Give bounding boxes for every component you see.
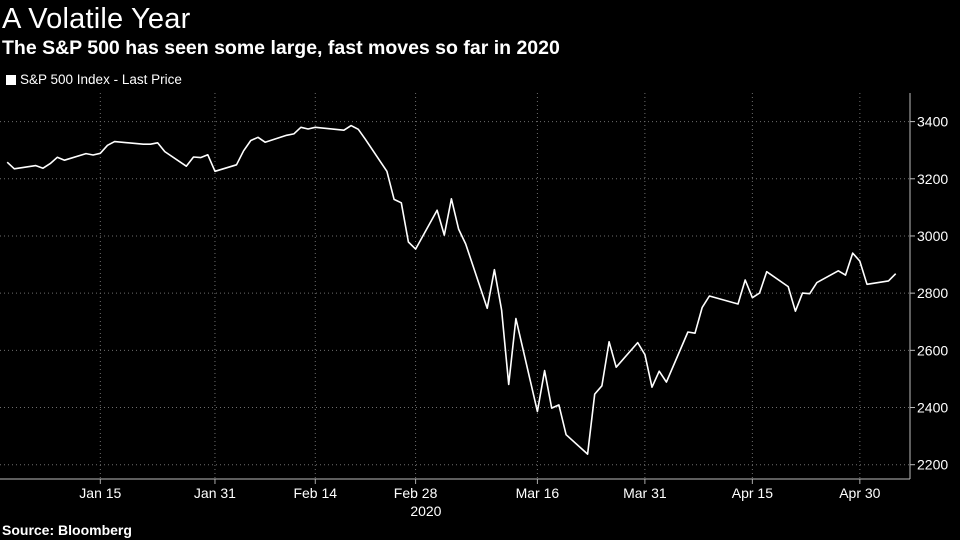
series-line-sp500: [6, 124, 897, 455]
x-tick-label: Mar 31: [623, 485, 667, 501]
x-axis-year-label: 2020: [410, 503, 441, 519]
y-tick-label: 2400: [917, 400, 948, 416]
legend-label: S&P 500 Index - Last Price: [20, 72, 182, 87]
x-tick-label: Mar 16: [516, 485, 560, 501]
x-tick-label: Jan 31: [194, 485, 236, 501]
chart-title: A Volatile Year: [2, 3, 191, 35]
x-tick-label: Jan 15: [79, 485, 121, 501]
legend-swatch: [6, 75, 16, 85]
y-tick-label: 3000: [917, 228, 948, 244]
x-tick-label: Feb 14: [293, 485, 337, 501]
y-tick-label: 2600: [917, 342, 948, 358]
source-note: Source: Bloomberg: [2, 522, 132, 538]
x-tick-label: Feb 28: [394, 485, 438, 501]
y-tick-label: 3400: [917, 114, 948, 130]
y-tick-label: 3200: [917, 171, 948, 187]
y-tick-label: 2200: [917, 457, 948, 473]
x-tick-label: Apr 15: [732, 485, 773, 501]
y-tick-label: 2800: [917, 285, 948, 301]
legend: S&P 500 Index - Last Price: [6, 72, 182, 88]
x-tick-label: Apr 30: [839, 485, 880, 501]
chart-subtitle: The S&P 500 has seen some large, fast mo…: [2, 37, 560, 59]
